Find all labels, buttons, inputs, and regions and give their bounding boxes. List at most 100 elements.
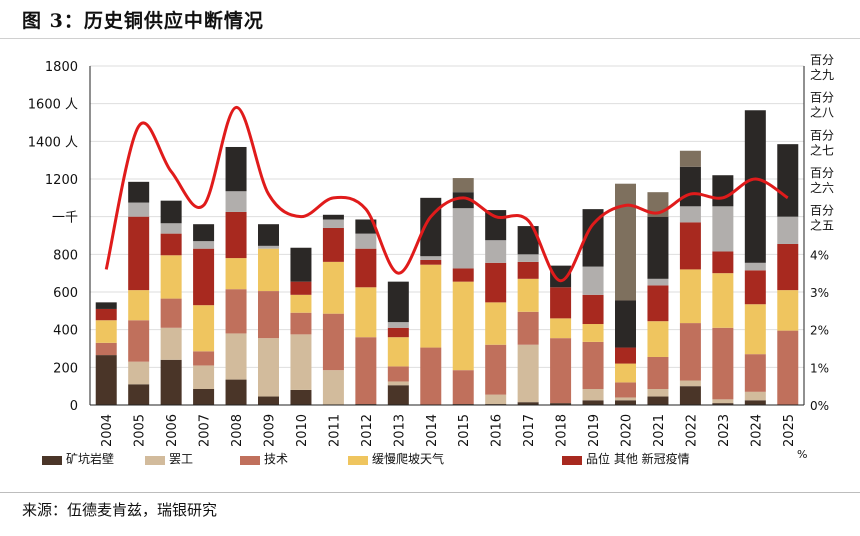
bar-segment xyxy=(128,216,150,291)
x-tick-label: 2005 xyxy=(133,414,148,447)
bar-segment xyxy=(647,388,669,397)
x-tick-label: 2025 xyxy=(782,414,797,447)
bar-segment xyxy=(128,290,150,321)
bar-segment xyxy=(485,302,507,345)
right-tick-label: 百分 xyxy=(810,53,834,67)
bar-segment xyxy=(193,224,215,242)
bar-segment xyxy=(777,243,799,291)
bar-segment xyxy=(160,233,182,256)
bar-segment xyxy=(420,259,442,265)
bar-segment xyxy=(355,287,377,338)
bar-segment xyxy=(712,273,734,328)
bar-segment xyxy=(582,400,604,405)
x-tick-label: 2010 xyxy=(295,414,310,447)
bar-segment xyxy=(550,403,572,405)
bar-segment xyxy=(128,320,150,362)
bar-segment xyxy=(452,208,474,269)
bar-segment xyxy=(387,322,409,328)
bar-segment xyxy=(679,222,701,270)
left-tick-label: 800 xyxy=(53,248,78,263)
legend-label: 罢工 xyxy=(169,452,193,466)
bar-segment xyxy=(290,294,312,313)
bar-segment xyxy=(160,327,182,360)
x-tick-label: 2013 xyxy=(392,414,407,447)
bar-segment xyxy=(258,291,279,339)
bar-segment xyxy=(712,399,734,404)
bar-segment xyxy=(225,146,247,192)
x-tick-label: 2008 xyxy=(230,414,245,447)
x-tick-label: 2019 xyxy=(587,414,602,447)
bar-segment xyxy=(679,380,701,387)
bar-segment xyxy=(647,356,669,389)
bar-segment xyxy=(160,223,182,234)
bar-segment xyxy=(355,219,377,234)
bar-segment xyxy=(420,264,442,348)
bar-segment xyxy=(322,214,344,220)
bar-segment xyxy=(647,396,669,405)
bar-segment xyxy=(744,391,766,401)
bar-segment xyxy=(258,396,279,405)
right-axis-unit: % xyxy=(797,448,807,461)
bar-segment xyxy=(95,302,117,309)
bar-segment xyxy=(258,248,279,292)
legend-swatch xyxy=(42,456,62,465)
bar-segment xyxy=(387,385,409,405)
bar-segment xyxy=(193,305,215,352)
bar-segment xyxy=(517,311,539,345)
right-tick-label: 1% xyxy=(810,361,829,375)
right-tick-label: 百分 xyxy=(810,128,834,142)
bar-segment xyxy=(452,268,474,282)
bar-segment xyxy=(485,394,507,405)
bar-segment xyxy=(615,382,636,398)
bar-segment xyxy=(679,323,701,381)
bar-segment xyxy=(582,266,604,295)
bar-segment xyxy=(517,254,539,262)
bar-segment xyxy=(485,262,507,303)
bar-segment xyxy=(452,178,474,193)
bar-segment xyxy=(744,400,766,405)
x-tick-label: 2023 xyxy=(717,414,732,447)
bar-segment xyxy=(290,334,312,390)
bar-segment xyxy=(290,281,312,295)
bar-segment xyxy=(712,403,734,405)
legend-swatch xyxy=(348,456,368,465)
bar-segment xyxy=(615,183,636,301)
x-tick-label: 2024 xyxy=(749,414,764,447)
bar-segment xyxy=(647,216,669,279)
right-tick-label: 百分 xyxy=(810,204,834,218)
bar-segment xyxy=(322,370,344,405)
bar-segment xyxy=(712,175,734,207)
left-tick-label: 1200 xyxy=(45,173,78,188)
x-tick-label: 2012 xyxy=(360,414,375,447)
bar-segment xyxy=(355,233,377,249)
figure-title: 图 3：历史铜供应中断情况 xyxy=(22,10,264,32)
bar-segment xyxy=(647,321,669,357)
bar-segment xyxy=(290,389,312,405)
bar-segment xyxy=(679,269,701,324)
bar-segment xyxy=(160,200,182,224)
bar-segment xyxy=(128,181,150,203)
right-tick-label: 之七 xyxy=(810,143,834,157)
bar-segment xyxy=(95,320,117,343)
bar-segment xyxy=(160,359,182,405)
bar-segment xyxy=(95,342,117,356)
bar-segment xyxy=(160,255,182,299)
x-tick-label: 2014 xyxy=(425,414,440,447)
bar-segment xyxy=(517,278,539,312)
bar-segment xyxy=(355,337,377,405)
bar-segment xyxy=(193,388,215,405)
bar-segment xyxy=(679,166,701,207)
left-tick-label: 1600 人 xyxy=(28,98,78,113)
bar-segment xyxy=(225,289,247,334)
bar-segment xyxy=(777,330,799,405)
bar-segment xyxy=(679,386,701,405)
right-tick-label: 0% xyxy=(810,399,829,413)
bar-segment xyxy=(777,290,799,331)
right-tick-label: 之五 xyxy=(810,219,834,233)
left-tick-label: 一千 xyxy=(52,211,78,226)
bar-segment xyxy=(550,338,572,404)
bar-segment xyxy=(452,281,474,371)
bar-segment xyxy=(647,285,669,322)
bar-segment xyxy=(387,327,409,338)
source-note: 来源：伍德麦肯兹，瑞银研究 xyxy=(22,501,218,519)
